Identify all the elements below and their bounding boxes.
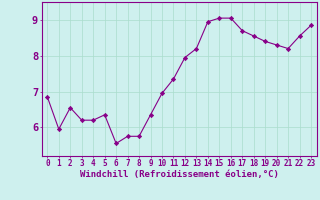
- X-axis label: Windchill (Refroidissement éolien,°C): Windchill (Refroidissement éolien,°C): [80, 170, 279, 179]
